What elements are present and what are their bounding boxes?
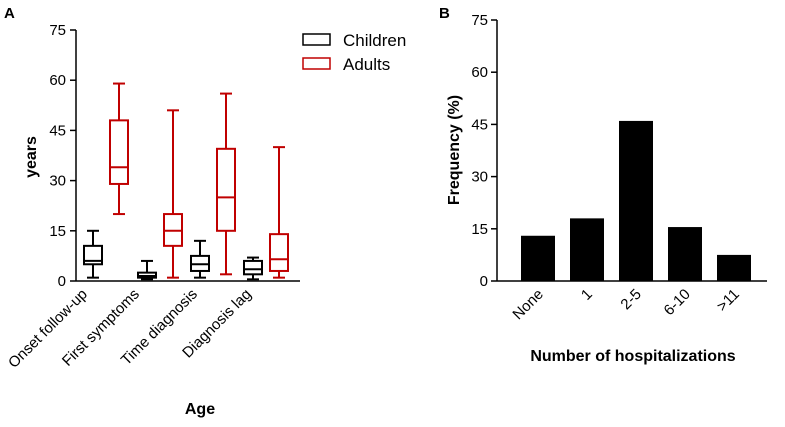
box-iqr [109,119,129,185]
panel-a-y-axis-label: years [23,136,40,178]
box-iqr [216,147,236,232]
box-adults-diagnosis-lag [269,146,289,279]
panel-a-y-tick-label: 30 [49,173,66,190]
panel-b-y-tick-label: 75 [471,12,488,29]
panel-b-category-label: 1 [578,286,596,304]
panel-b-bars [521,120,751,281]
bar-none [521,235,555,281]
box-children-diagnosis-lag [243,256,263,281]
panel-b-y-tick-label: 0 [480,273,488,290]
box-iqr [243,259,263,276]
box-iqr [83,244,103,266]
panel-b-category-label: None [509,286,546,323]
box-children-first-symptoms [137,259,157,281]
panel-b-category-label: 2-5 [617,286,644,313]
legend: Children Adults [302,31,406,74]
legend-swatch-adults [302,57,331,70]
panel-a-y-tick-label: 0 [58,273,66,290]
panel-b-y-tick-label: 60 [471,64,488,81]
legend-label-children: Children [343,31,406,50]
box-adults-first-symptoms [163,109,183,279]
panel-a-x-axis-label: Age [185,401,215,418]
box-children-time-diagnosis [190,239,210,279]
panel-b-label: B [439,5,450,22]
legend-label-adults: Adults [343,55,390,74]
panel-b-x-axis-label: Number of hospitalizations [530,348,735,365]
bar-2-5 [619,120,653,281]
panel-a-y-tick-label: 75 [49,22,66,39]
legend-swatch-children [302,33,331,46]
panel-a-y-tick-label: 45 [49,122,66,139]
panel-b-y-axis-label: Frequency (%) [446,95,463,205]
panel-a-y-tick-label: 15 [49,223,66,240]
panel-b-y-tick-label: 30 [471,169,488,186]
panel-b-category-label: >11 [714,286,743,315]
bar-1 [570,218,604,281]
bar-11 [717,254,751,281]
panel-b-y-ticks: 0 15 30 45 60 75 [471,12,497,290]
panel-a-y-ticks: 0 15 30 45 60 75 [49,22,76,290]
panel-a-y-tick-label: 60 [49,72,66,89]
bar-6-10 [668,227,702,281]
box-adults-onset-follow-up [109,82,129,216]
box-children-onset-follow-up [83,229,103,279]
box-iqr [269,233,289,272]
panel-b-y-tick-label: 15 [471,221,488,238]
panel-a-boxes [83,82,289,281]
panel-b-category-label: 6-10 [661,286,694,319]
box-adults-time-diagnosis [216,92,236,276]
panel-b-x-categories: None 1 2-5 6-10 >11 [509,286,742,323]
panel-a-label: A [4,5,15,22]
panel-b-y-tick-label: 45 [471,116,488,133]
